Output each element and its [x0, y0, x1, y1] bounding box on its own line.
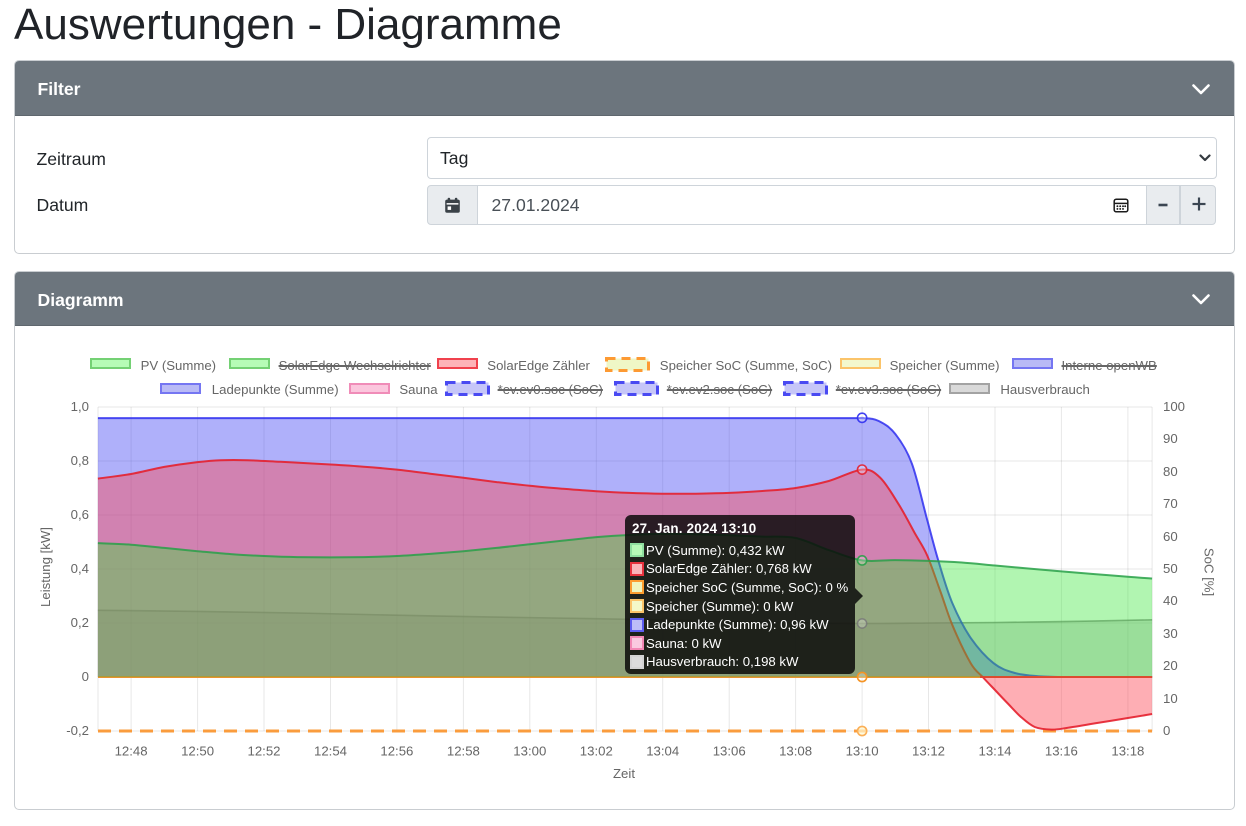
svg-text:12:50: 12:50 [181, 744, 214, 759]
svg-text:0,4: 0,4 [71, 561, 89, 576]
svg-text:40: 40 [1163, 593, 1178, 608]
svg-text:20: 20 [1163, 658, 1178, 673]
svg-text:13:04: 13:04 [646, 744, 679, 759]
svg-text:13:16: 13:16 [1045, 744, 1078, 759]
svg-text:12:48: 12:48 [115, 744, 148, 759]
svg-text:13:12: 13:12 [912, 744, 945, 759]
svg-text:0: 0 [1163, 723, 1170, 738]
svg-text:-0,2: -0,2 [66, 723, 89, 738]
svg-text:0: 0 [82, 669, 89, 684]
svg-text:10: 10 [1163, 691, 1178, 706]
svg-text:60: 60 [1163, 529, 1178, 544]
svg-text:13:18: 13:18 [1111, 744, 1144, 759]
svg-text:12:52: 12:52 [247, 744, 280, 759]
svg-text:13:02: 13:02 [580, 744, 613, 759]
svg-text:0,8: 0,8 [71, 453, 89, 468]
svg-text:13:14: 13:14 [978, 744, 1011, 759]
svg-text:70: 70 [1163, 496, 1178, 511]
svg-text:30: 30 [1163, 626, 1178, 641]
svg-text:100: 100 [1163, 399, 1185, 414]
svg-text:13:08: 13:08 [779, 744, 812, 759]
svg-text:13:10: 13:10 [846, 744, 879, 759]
svg-text:13:06: 13:06 [713, 744, 746, 759]
svg-text:Leistung [kW]: Leistung [kW] [38, 527, 53, 607]
svg-text:12:58: 12:58 [447, 744, 480, 759]
svg-text:12:54: 12:54 [314, 744, 347, 759]
svg-text:SoC [%]: SoC [%] [1202, 548, 1217, 596]
svg-text:12:56: 12:56 [380, 744, 413, 759]
svg-text:1,0: 1,0 [71, 399, 89, 414]
svg-text:80: 80 [1163, 464, 1178, 479]
svg-text:90: 90 [1163, 431, 1178, 446]
svg-text:50: 50 [1163, 561, 1178, 576]
svg-text:0,2: 0,2 [71, 615, 89, 630]
svg-text:0,6: 0,6 [71, 507, 89, 522]
svg-text:13:00: 13:00 [513, 744, 546, 759]
svg-text:Zeit: Zeit [613, 766, 635, 781]
